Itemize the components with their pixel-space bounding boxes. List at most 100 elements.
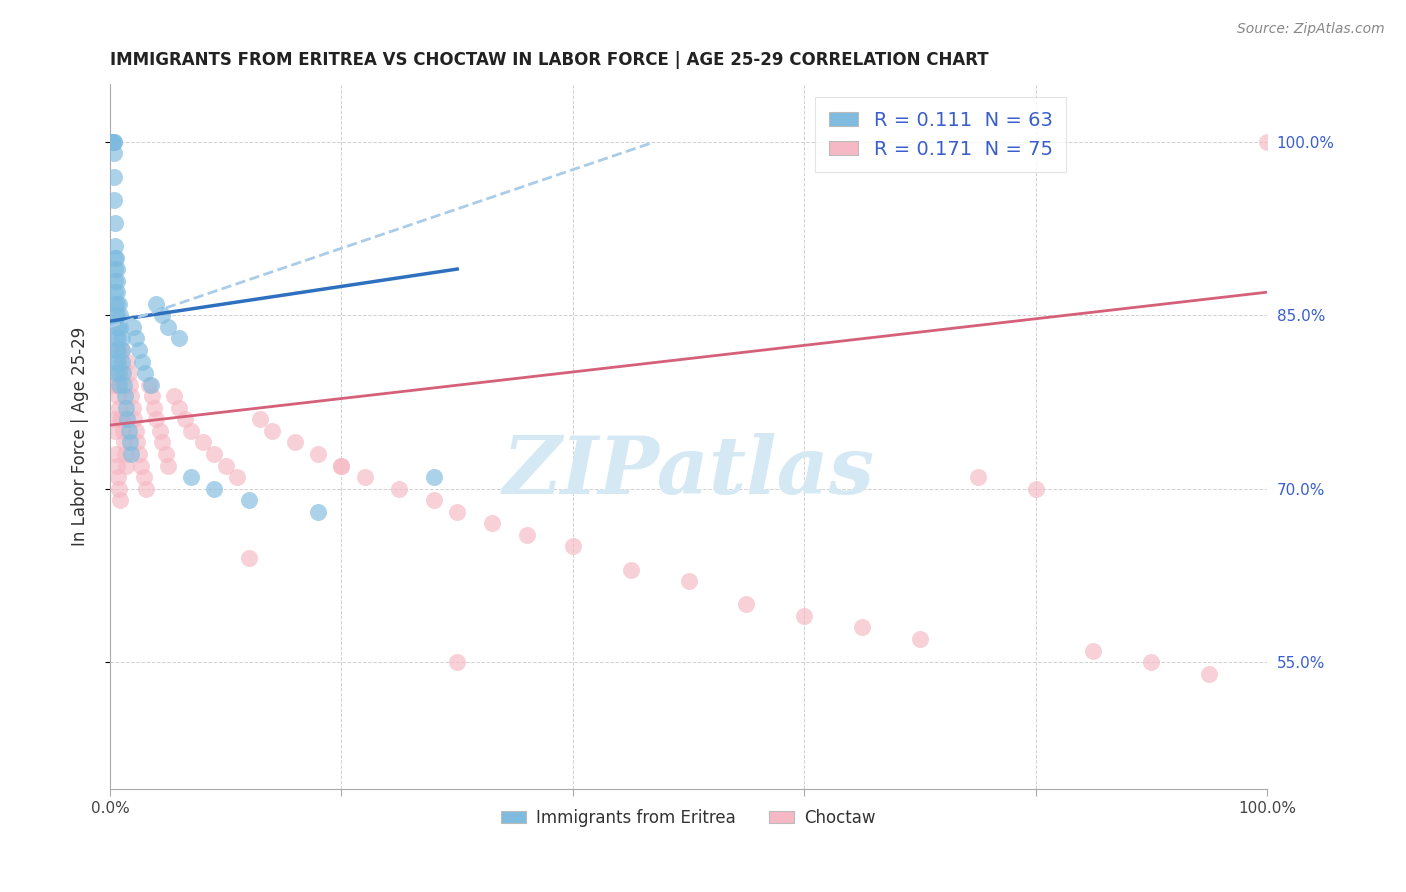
Point [132,470,155,484]
Point [104,251,127,265]
Point [516,528,538,542]
Point [104,424,127,438]
Point [108,297,131,311]
Legend: Immigrants from Eritrea, Choctaw: Immigrants from Eritrea, Choctaw [495,803,883,834]
Point [104,285,127,300]
Point [966,470,988,484]
Point [104,308,127,322]
Point [1198,666,1220,681]
Point [128,447,150,461]
Point [101,135,124,149]
Point [330,458,353,473]
Point [226,470,249,484]
Point [108,366,131,380]
Point [851,620,873,634]
Point [307,447,329,461]
Point [104,366,127,380]
Point [104,216,127,230]
Point [202,482,225,496]
Point [118,435,141,450]
Point [149,424,172,438]
Point [104,274,127,288]
Point [115,401,138,415]
Point [169,331,191,345]
Point [108,401,131,415]
Point [1025,482,1047,496]
Point [180,470,202,484]
Y-axis label: In Labor Force | Age 25-29: In Labor Force | Age 25-29 [72,327,89,546]
Point [115,458,138,473]
Point [249,412,271,426]
Point [101,135,124,149]
Point [103,146,125,161]
Point [238,551,260,566]
Point [330,458,353,473]
Point [138,377,160,392]
Point [108,377,131,392]
Point [215,458,238,473]
Point [155,447,177,461]
Point [353,470,375,484]
Point [141,389,163,403]
Point [735,597,758,611]
Point [104,354,127,368]
Point [118,377,141,392]
Point [117,354,139,368]
Point [388,482,411,496]
Point [104,297,127,311]
Point [105,262,128,277]
Point [150,308,173,322]
Point [103,135,125,149]
Point [104,331,127,345]
Point [112,435,135,450]
Point [114,389,136,403]
Point [105,285,128,300]
Point [117,424,139,438]
Point [169,401,191,415]
Point [104,262,127,277]
Text: IMMIGRANTS FROM ERITREA VS CHOCTAW IN LABOR FORCE | AGE 25-29 CORRELATION CHART: IMMIGRANTS FROM ERITREA VS CHOCTAW IN LA… [110,51,988,69]
Point [105,458,128,473]
Point [110,319,132,334]
Point [180,424,202,438]
Point [1083,643,1105,657]
Point [135,482,157,496]
Point [105,297,128,311]
Point [163,389,186,403]
Point [107,319,129,334]
Point [260,424,283,438]
Point [125,435,148,450]
Point [104,366,127,380]
Point [174,412,197,426]
Point [111,343,134,357]
Point [103,412,125,426]
Point [103,377,125,392]
Point [446,655,468,669]
Point [423,470,446,484]
Point [156,319,179,334]
Point [120,447,142,461]
Point [110,412,132,426]
Point [111,354,134,368]
Point [107,470,129,484]
Point [117,412,139,426]
Point [156,458,179,473]
Point [104,343,127,357]
Point [107,389,129,403]
Point [120,389,142,403]
Point [105,377,128,392]
Point [139,377,162,392]
Point [117,366,139,380]
Point [134,366,156,380]
Point [103,169,125,184]
Point [111,331,134,345]
Point [307,505,329,519]
Point [191,435,214,450]
Point [110,308,132,322]
Point [122,401,145,415]
Point [101,135,124,149]
Point [104,239,127,253]
Point [114,447,136,461]
Point [793,608,815,623]
Text: ZIPatlas: ZIPatlas [502,434,875,511]
